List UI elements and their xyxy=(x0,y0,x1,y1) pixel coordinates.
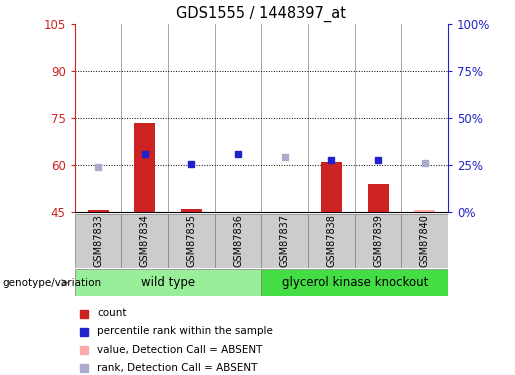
Text: GSM87836: GSM87836 xyxy=(233,214,243,267)
Bar xyxy=(181,209,202,212)
Bar xyxy=(401,214,448,268)
Bar xyxy=(75,269,261,296)
Text: GSM87838: GSM87838 xyxy=(327,214,336,267)
Bar xyxy=(122,214,168,268)
Text: wild type: wild type xyxy=(141,276,195,289)
Text: GSM87833: GSM87833 xyxy=(93,214,103,267)
Title: GDS1555 / 1448397_at: GDS1555 / 1448397_at xyxy=(176,5,347,22)
Bar xyxy=(215,214,261,268)
Bar xyxy=(75,214,122,268)
Text: GSM87839: GSM87839 xyxy=(373,214,383,267)
Bar xyxy=(261,269,448,296)
Text: GSM87834: GSM87834 xyxy=(140,214,150,267)
Bar xyxy=(88,210,109,212)
Bar xyxy=(355,214,401,268)
Bar xyxy=(308,214,355,268)
Text: GSM87840: GSM87840 xyxy=(420,214,430,267)
Text: rank, Detection Call = ABSENT: rank, Detection Call = ABSENT xyxy=(97,363,258,372)
Text: count: count xyxy=(97,309,127,318)
Text: glycerol kinase knockout: glycerol kinase knockout xyxy=(282,276,428,289)
Bar xyxy=(261,214,308,268)
Bar xyxy=(368,184,388,212)
Bar xyxy=(134,123,155,212)
Text: percentile rank within the sample: percentile rank within the sample xyxy=(97,327,273,336)
Text: value, Detection Call = ABSENT: value, Detection Call = ABSENT xyxy=(97,345,263,354)
Bar xyxy=(168,214,215,268)
Text: GSM87837: GSM87837 xyxy=(280,214,290,267)
Bar xyxy=(321,162,342,212)
Text: GSM87835: GSM87835 xyxy=(186,214,196,267)
Text: genotype/variation: genotype/variation xyxy=(3,278,101,288)
Bar xyxy=(414,210,435,212)
